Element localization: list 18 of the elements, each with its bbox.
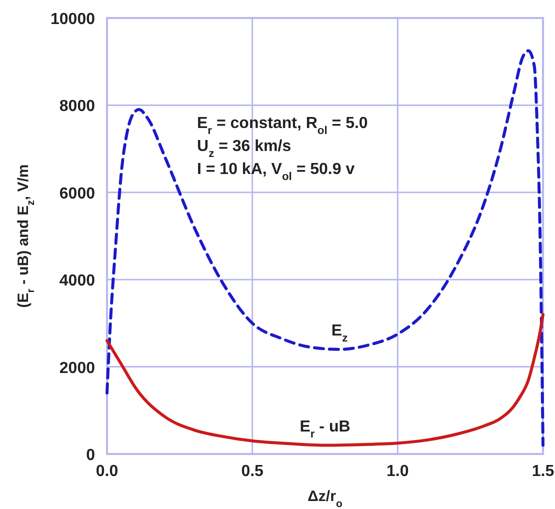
x-tick-label: 0.0 [96, 463, 118, 480]
annotation: I = 10 kA, V$_{ol}$ = 50.9 v [197, 161, 355, 183]
y-tick-label: 2000 [59, 360, 96, 377]
line-series [106, 312, 544, 447]
y-tick-label: 6000 [59, 185, 96, 202]
x-axis-title: Δz/r$_{o}$ [308, 488, 342, 509]
line-series [106, 49, 544, 447]
x-tick-label: 1.5 [532, 463, 554, 480]
annotation: E$_{r}$ = constant, R$_{ol}$ = 5.0 [197, 115, 368, 137]
y-tick-label: 10000 [50, 11, 96, 28]
y-tick-label: 8000 [59, 98, 96, 116]
y-tick-label: 4000 [59, 272, 96, 290]
x-tick-label: 1.0 [386, 463, 409, 480]
annotation: U$_{z}$ = 36 km/s [197, 138, 292, 160]
series-label: E$_{z}$ [331, 322, 348, 344]
x-tick-label: 0.5 [241, 463, 264, 480]
series-label: E$_{r}$ - uB [300, 418, 350, 440]
y-tick-label: 0 [86, 447, 96, 464]
